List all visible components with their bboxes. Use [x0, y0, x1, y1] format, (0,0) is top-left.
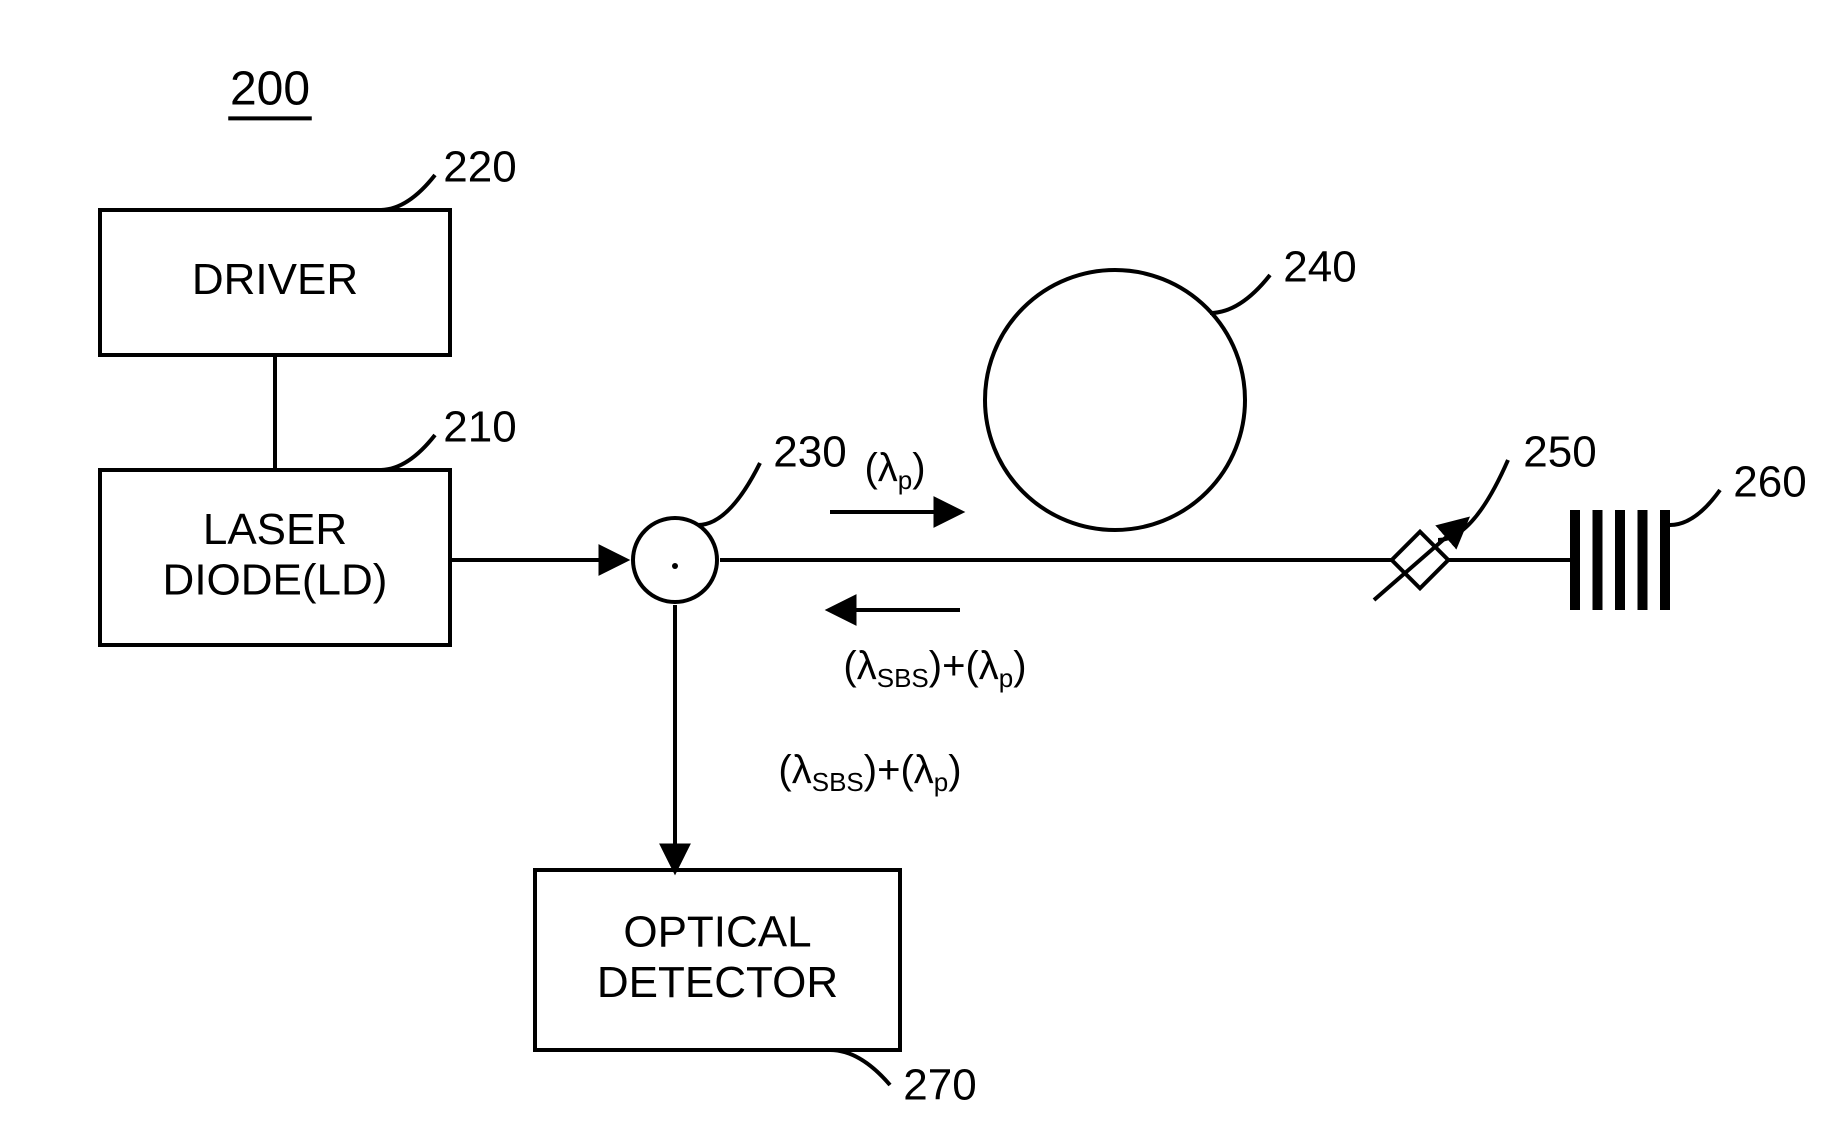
- annotation: (λSBS)+(λp): [778, 748, 961, 797]
- svg-text:200: 200: [230, 63, 310, 116]
- figure-ref: 200: [228, 63, 312, 119]
- leader-line: [1670, 490, 1720, 525]
- leader-line: [1210, 275, 1270, 313]
- annotation: (λp): [864, 446, 925, 495]
- fiber-grating: [1575, 510, 1665, 610]
- svg-text:250: 250: [1523, 428, 1596, 477]
- annotation: (λSBS)+(λp): [843, 644, 1026, 693]
- leader-line: [830, 1050, 890, 1085]
- svg-text:DRIVER: DRIVER: [192, 255, 358, 304]
- svg-text:OPTICAL: OPTICAL: [623, 907, 811, 956]
- ring-resonator: [985, 270, 1245, 530]
- svg-text:220: 220: [443, 143, 516, 192]
- svg-text:240: 240: [1283, 243, 1356, 292]
- leader-line: [1438, 460, 1508, 540]
- svg-text:DIODE(LD): DIODE(LD): [163, 555, 388, 604]
- svg-text:270: 270: [903, 1061, 976, 1110]
- leader-line: [380, 175, 435, 210]
- leader-line: [698, 463, 760, 525]
- circulator: [633, 518, 717, 602]
- svg-text:230: 230: [773, 428, 846, 477]
- svg-text:LASER: LASER: [203, 505, 347, 554]
- svg-text:DETECTOR: DETECTOR: [597, 958, 838, 1007]
- svg-text:210: 210: [443, 403, 516, 452]
- svg-text:260: 260: [1733, 458, 1806, 507]
- leader-line: [380, 435, 435, 470]
